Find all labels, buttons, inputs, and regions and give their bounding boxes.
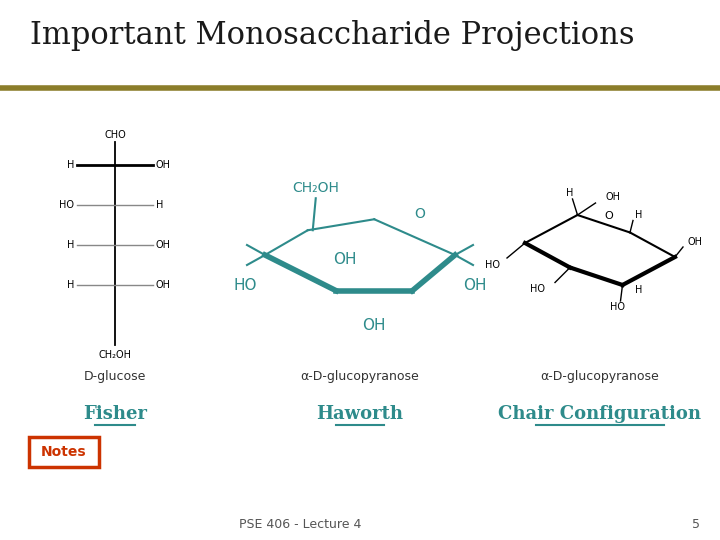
- Text: O: O: [414, 207, 425, 221]
- Text: CH₂OH: CH₂OH: [292, 181, 339, 195]
- Text: H: H: [635, 210, 642, 219]
- Text: HO: HO: [610, 302, 625, 312]
- Text: HO: HO: [233, 278, 257, 293]
- Text: OH: OH: [156, 240, 171, 250]
- FancyBboxPatch shape: [29, 437, 99, 467]
- Text: PSE 406 - Lecture 4: PSE 406 - Lecture 4: [239, 518, 361, 531]
- Text: Haworth: Haworth: [317, 405, 403, 423]
- Text: OH: OH: [606, 192, 621, 202]
- Text: CHO: CHO: [104, 130, 126, 140]
- Text: HO: HO: [485, 260, 500, 270]
- Text: H: H: [156, 200, 163, 210]
- Text: 5: 5: [692, 518, 700, 531]
- Text: Important Monosaccharide Projections: Important Monosaccharide Projections: [30, 20, 634, 51]
- Text: OH: OH: [156, 160, 171, 170]
- Text: HO: HO: [530, 285, 545, 294]
- Text: Fisher: Fisher: [83, 405, 147, 423]
- Text: OH: OH: [362, 318, 386, 333]
- Text: α-D-glucopyranose: α-D-glucopyranose: [541, 370, 660, 383]
- Text: H: H: [67, 280, 74, 290]
- Text: H: H: [634, 285, 642, 295]
- Text: OH: OH: [463, 278, 487, 293]
- Text: Chair Configuration: Chair Configuration: [498, 405, 701, 423]
- Text: H: H: [67, 240, 74, 250]
- Text: OH: OH: [156, 280, 171, 290]
- Text: CH₂OH: CH₂OH: [99, 350, 132, 360]
- Text: H: H: [67, 160, 74, 170]
- Text: OH: OH: [333, 253, 356, 267]
- Text: α-D-glucopyranose: α-D-glucopyranose: [301, 370, 419, 383]
- Text: HO: HO: [59, 200, 74, 210]
- Text: H: H: [566, 188, 573, 198]
- Text: Notes: Notes: [41, 445, 87, 459]
- Text: O: O: [604, 211, 613, 221]
- Text: D-glucose: D-glucose: [84, 370, 146, 383]
- Text: OH: OH: [687, 237, 702, 247]
